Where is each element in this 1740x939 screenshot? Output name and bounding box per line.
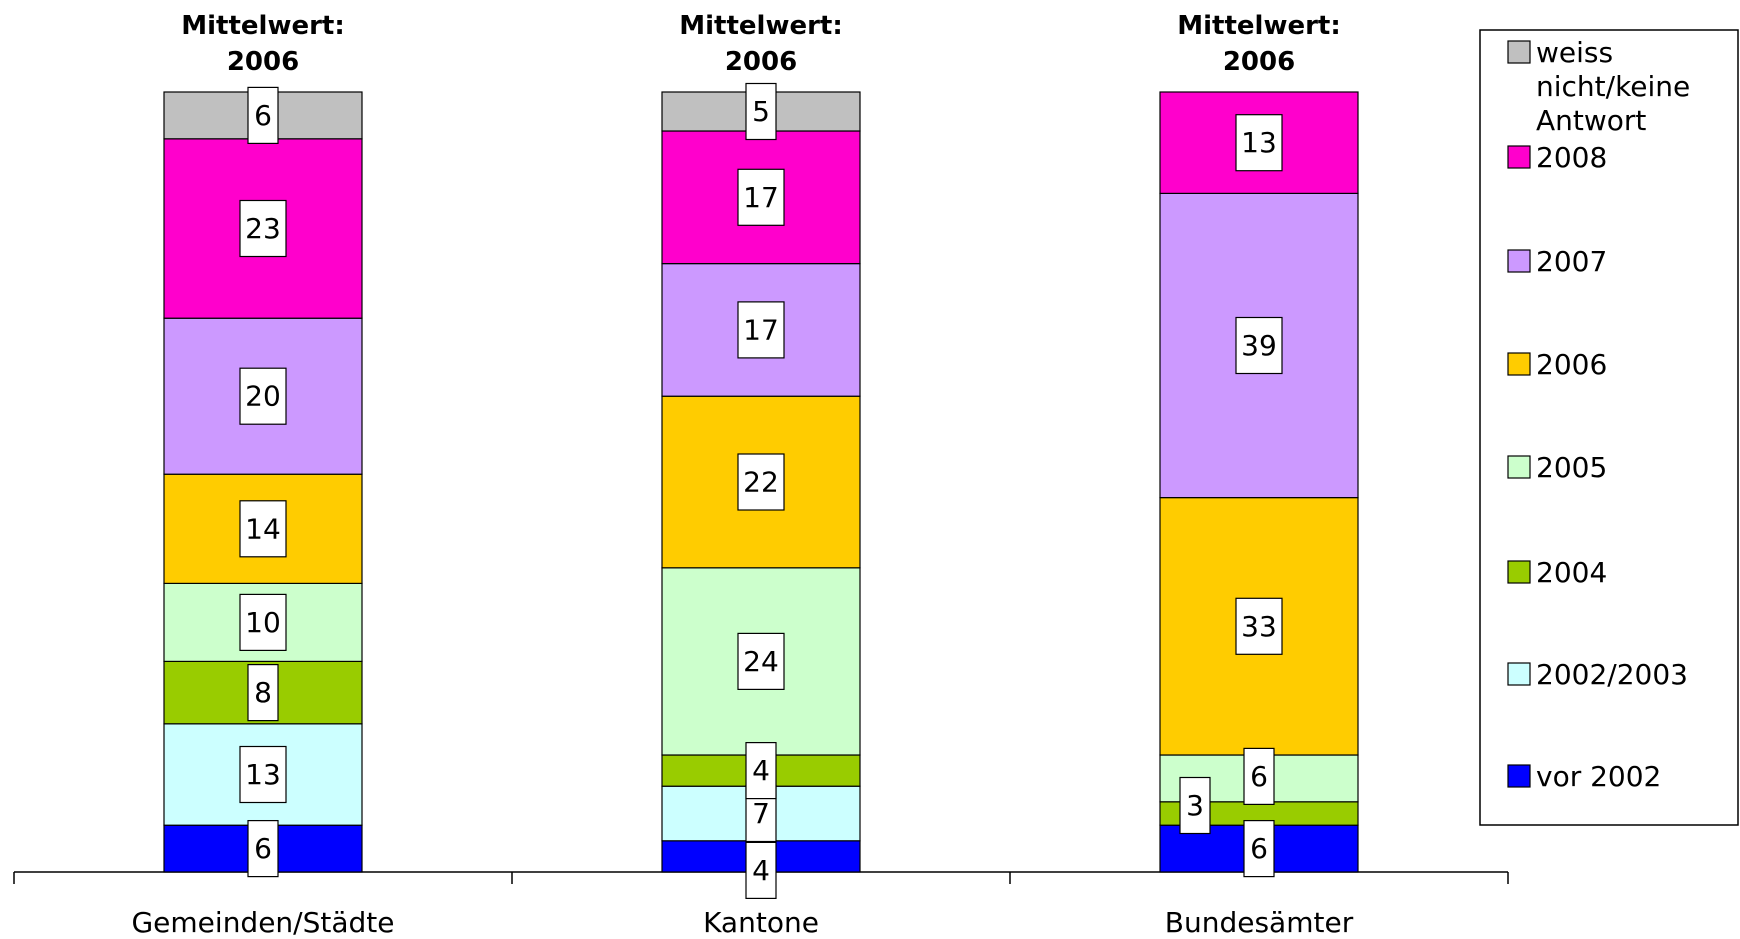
data-label: 20	[245, 380, 281, 413]
bar-header: 2006	[227, 47, 299, 77]
data-label: 8	[254, 676, 272, 709]
legend-swatch	[1507, 145, 1531, 169]
data-label: 17	[743, 313, 779, 346]
data-label-box	[1179, 776, 1211, 835]
data-label-box	[1235, 114, 1283, 172]
bar-header: 2006	[1223, 47, 1295, 77]
data-label: 6	[254, 99, 272, 132]
bar-header: 2006	[725, 47, 797, 77]
data-label: 7	[752, 797, 770, 830]
data-label-box	[239, 500, 287, 558]
legend-label: 2008	[1536, 141, 1607, 174]
bar-header: Mittelwert:	[1177, 11, 1341, 41]
legend-label: 2007	[1536, 245, 1607, 278]
legend-swatch	[1507, 455, 1531, 479]
legend-box	[1479, 29, 1739, 826]
data-label: 6	[1250, 760, 1268, 793]
data-label-box	[247, 819, 279, 878]
data-label-box	[1243, 819, 1275, 878]
data-label: 14	[245, 512, 281, 545]
data-label: 4	[752, 754, 770, 787]
legend-swatch	[1507, 764, 1531, 788]
data-label: 10	[245, 606, 281, 639]
legend-label: vor 2002	[1536, 760, 1661, 793]
legend-swatch	[1507, 249, 1531, 273]
legend-label: 2005	[1536, 451, 1607, 484]
data-label-box	[247, 86, 279, 145]
legend-label: 2006	[1536, 348, 1607, 381]
data-label-box	[1243, 747, 1275, 806]
data-label-box	[239, 199, 287, 258]
data-label-box	[1235, 597, 1283, 655]
data-label-box	[745, 841, 777, 900]
data-label: 39	[1241, 329, 1277, 362]
legend-label: weiss nicht/keine Antwort	[1536, 36, 1690, 137]
data-label: 23	[245, 212, 281, 245]
x-tick-label: Bundesämter	[1165, 906, 1354, 939]
data-label-box	[239, 745, 287, 804]
data-label-box	[737, 453, 785, 511]
legend-swatch	[1507, 40, 1531, 64]
data-label-box	[737, 301, 785, 359]
data-label-box	[239, 593, 287, 652]
data-label: 3	[1186, 789, 1204, 822]
x-tick-label: Gemeinden/Städte	[131, 906, 394, 939]
legend-label: 2004	[1536, 556, 1607, 589]
legend-swatch	[1507, 352, 1531, 376]
data-label: 6	[1250, 832, 1268, 865]
data-label-box	[745, 741, 777, 800]
data-label: 33	[1241, 610, 1277, 643]
data-label-box	[1235, 316, 1283, 375]
legend-swatch	[1507, 662, 1531, 686]
data-label: 4	[752, 854, 770, 887]
data-label: 6	[254, 832, 272, 865]
data-label: 22	[743, 466, 779, 499]
data-label: 5	[752, 95, 770, 128]
data-label: 13	[245, 758, 281, 791]
legend-swatch	[1507, 560, 1531, 584]
data-label-box	[737, 168, 785, 226]
data-label-box	[745, 82, 777, 141]
data-label-box	[737, 632, 785, 691]
data-label-box	[247, 663, 279, 722]
data-label: 24	[743, 645, 779, 678]
data-label-box	[239, 367, 287, 425]
bar-header: Mittelwert:	[679, 11, 843, 41]
bar-header: Mittelwert:	[181, 11, 345, 41]
data-label: 17	[743, 181, 779, 214]
legend-label: 2002/2003	[1536, 658, 1688, 691]
x-tick-label: Kantone	[703, 906, 819, 939]
data-label: 13	[1241, 126, 1277, 159]
